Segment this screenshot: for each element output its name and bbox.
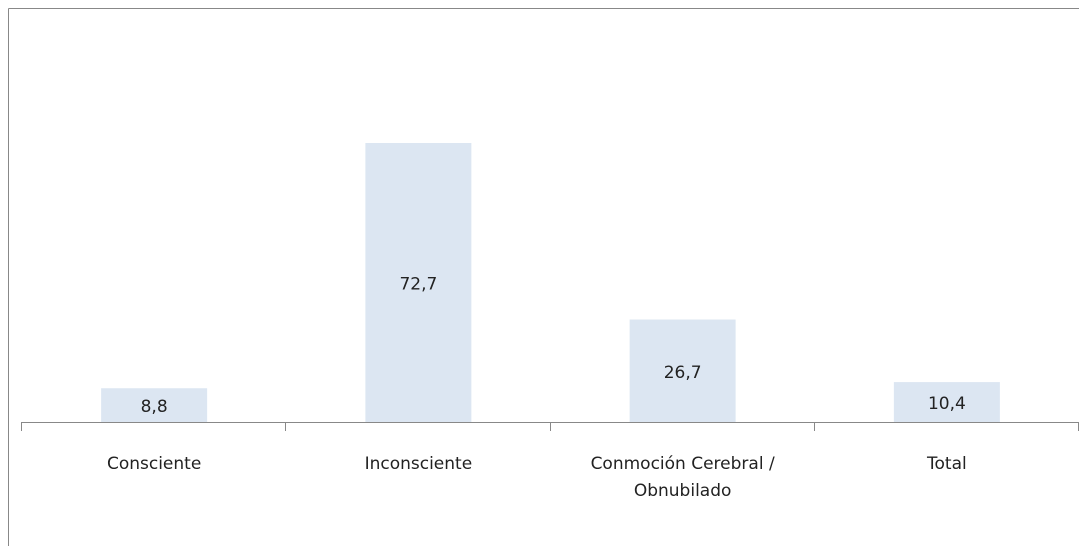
bar <box>365 143 472 422</box>
value-label: 72,7 <box>399 275 437 295</box>
x-tick-label: Consciente <box>106 454 202 474</box>
bar <box>629 319 736 422</box>
value-label: 26,7 <box>664 363 702 383</box>
bar <box>101 388 208 422</box>
bar <box>893 382 1000 422</box>
x-tick-label: Conmoción Cerebral / Obnubilado <box>590 454 775 501</box>
x-tick-label: Inconsciente <box>364 454 473 474</box>
value-label: 10,4 <box>928 394 966 414</box>
value-label: 8,8 <box>141 397 168 417</box>
x-tick-label: Total <box>927 454 967 474</box>
